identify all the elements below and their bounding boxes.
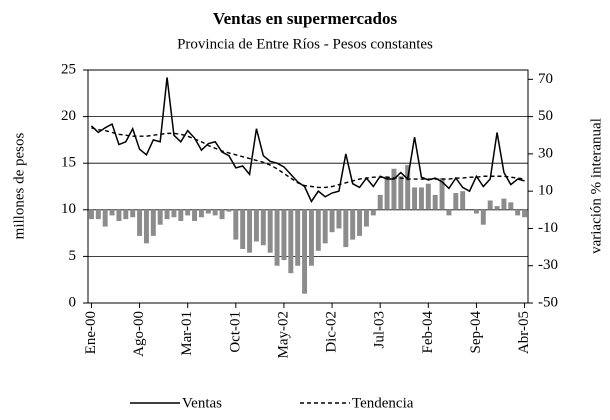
x-tick-label: Feb-04 [420, 311, 436, 354]
bar [116, 209, 122, 221]
bar [343, 209, 349, 248]
bar [95, 209, 101, 220]
y2-tick-label: 50 [538, 108, 553, 124]
bar [130, 209, 136, 218]
bar [384, 176, 390, 210]
bar [288, 209, 294, 274]
y-tick-label: 25 [61, 61, 76, 77]
chart-subtitle: Provincia de Entre Ríos - Pesos constant… [177, 36, 433, 52]
y-tick-label: 15 [61, 155, 76, 171]
bar [453, 193, 459, 210]
bar [501, 198, 507, 210]
bar [522, 209, 528, 218]
bar [418, 187, 424, 210]
x-tick-label: Abr-05 [516, 311, 532, 354]
bar [157, 209, 163, 225]
bar [198, 209, 204, 218]
bar [205, 209, 211, 214]
bar [350, 209, 356, 240]
bar [247, 209, 253, 253]
bar [267, 209, 273, 253]
bar [274, 209, 280, 266]
bar [308, 209, 314, 266]
bar [192, 209, 198, 221]
bar [253, 209, 259, 242]
bar [494, 206, 500, 210]
y-axis-label: millones de pesos [11, 133, 27, 240]
bar [370, 209, 376, 216]
bar [178, 209, 184, 221]
bar [109, 209, 115, 216]
bar [391, 168, 397, 210]
bar [398, 176, 404, 210]
bar [329, 209, 335, 233]
bar [212, 209, 218, 216]
x-tick-label: Ago-00 [131, 311, 147, 357]
bar [164, 209, 170, 220]
chart-title: Ventas en supermercados [213, 9, 398, 28]
bar [185, 209, 191, 216]
bar [460, 191, 466, 210]
bar [219, 209, 225, 220]
x-tick-label: Oct-01 [227, 311, 243, 353]
y2-tick-label: -10 [538, 220, 558, 236]
bar [336, 209, 342, 229]
bar [226, 209, 232, 212]
y-tick-label: 10 [61, 201, 76, 217]
y2-tick-label: -50 [538, 294, 558, 310]
bar [508, 202, 514, 210]
bar [302, 209, 308, 294]
bar [363, 209, 369, 227]
y-tick-label: 0 [69, 294, 77, 310]
bar [487, 200, 493, 210]
y-tick-label: 5 [69, 248, 77, 264]
bar [412, 187, 418, 210]
y-tick-label: 20 [61, 108, 76, 124]
y2-tick-label: 10 [538, 183, 553, 199]
bar [357, 209, 363, 236]
bar [322, 209, 328, 244]
bar [233, 209, 239, 240]
bar [143, 209, 149, 244]
y2-tick-label: 30 [538, 145, 553, 161]
plot-frame [87, 69, 529, 304]
bar [473, 209, 479, 214]
bar [405, 165, 411, 210]
bar [315, 209, 321, 251]
y2-tick-label: 70 [538, 71, 553, 87]
y2-tick-label: -30 [538, 257, 558, 273]
bar [425, 183, 431, 210]
bar [432, 194, 438, 210]
bar [171, 209, 177, 218]
bar [295, 209, 301, 266]
bar [377, 194, 383, 210]
bar [150, 209, 156, 236]
bar [123, 209, 129, 220]
bar [446, 209, 452, 216]
bar [281, 209, 287, 261]
x-tick-label: Sep-04 [468, 311, 484, 354]
bar [515, 209, 521, 216]
x-tick-label: Jul-03 [372, 311, 388, 349]
bar [88, 209, 94, 220]
x-tick-label: May-02 [275, 311, 291, 359]
legend-label: Tendencia [352, 395, 414, 411]
x-tick-label: Ene-00 [83, 311, 99, 354]
legend-label: Ventas [182, 395, 222, 411]
bar [102, 209, 108, 227]
y2-axis-label: variación % interanual [588, 118, 604, 254]
bar [480, 209, 486, 225]
bar [439, 178, 445, 210]
line [90, 77, 525, 203]
bar [260, 209, 266, 246]
line [91, 127, 525, 189]
bar [240, 209, 246, 249]
x-tick-label: Dic-02 [324, 311, 340, 353]
x-tick-label: Mar-01 [179, 311, 195, 356]
bar [137, 209, 143, 236]
